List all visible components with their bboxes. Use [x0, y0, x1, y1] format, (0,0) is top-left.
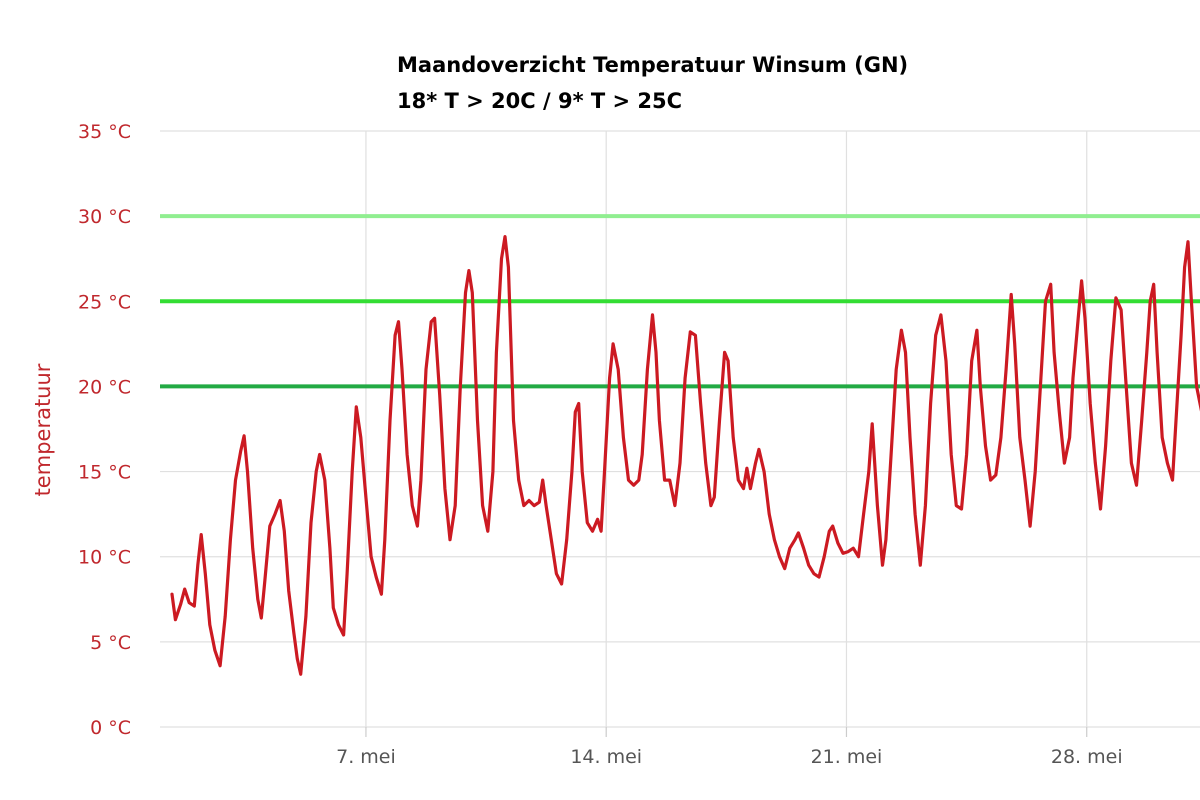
y-tick-label-1: 5 °C — [90, 632, 131, 654]
y-tick-label-7: 35 °C — [78, 121, 131, 143]
chart-subtitle: 18* T > 20C / 9* T > 25C — [397, 89, 683, 113]
y-tick-label-6: 30 °C — [78, 206, 131, 228]
y-axis-label: temperatuur — [31, 363, 55, 496]
x-axis: 7. mei 14. mei 21. mei 28. mei — [336, 727, 1123, 768]
y-tick-label-0: 0 °C — [90, 717, 131, 739]
chart-title: Maandoverzicht Temperatuur Winsum (GN) — [397, 53, 909, 77]
series-layer — [170, 235, 1200, 676]
reference-lines — [160, 214, 1200, 389]
y-tick-label-5: 25 °C — [78, 291, 131, 313]
y-axis: 0 °C 5 °C 10 °C 15 °C 20 °C 25 °C 30 °C 35 °C — [78, 121, 131, 739]
y-tick-label-4: 20 °C — [78, 376, 131, 398]
x-tick-label-3: 28. mei — [1051, 746, 1123, 768]
grid — [160, 130, 1200, 728]
x-tick-label-0: 7. mei — [336, 746, 396, 768]
y-tick-label-3: 15 °C — [78, 462, 131, 484]
temperature-series-line-0 — [170, 235, 1200, 676]
x-tick-label-1: 14. mei — [570, 746, 642, 768]
x-tick-label-2: 21. mei — [811, 746, 883, 768]
y-tick-label-2: 10 °C — [78, 547, 131, 569]
